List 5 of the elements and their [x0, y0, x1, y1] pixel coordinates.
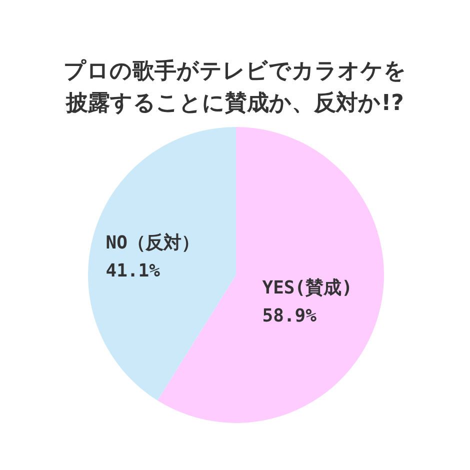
data-label: 58.9% [262, 305, 317, 326]
slice-label: NO（反対） [106, 232, 200, 254]
title: プロの歌手がテレビでカラオケを披露することに賛成か、反対か!? [64, 59, 406, 116]
data-label: 41.1% [106, 260, 160, 282]
slice-label: YES(賛成) [262, 277, 352, 298]
